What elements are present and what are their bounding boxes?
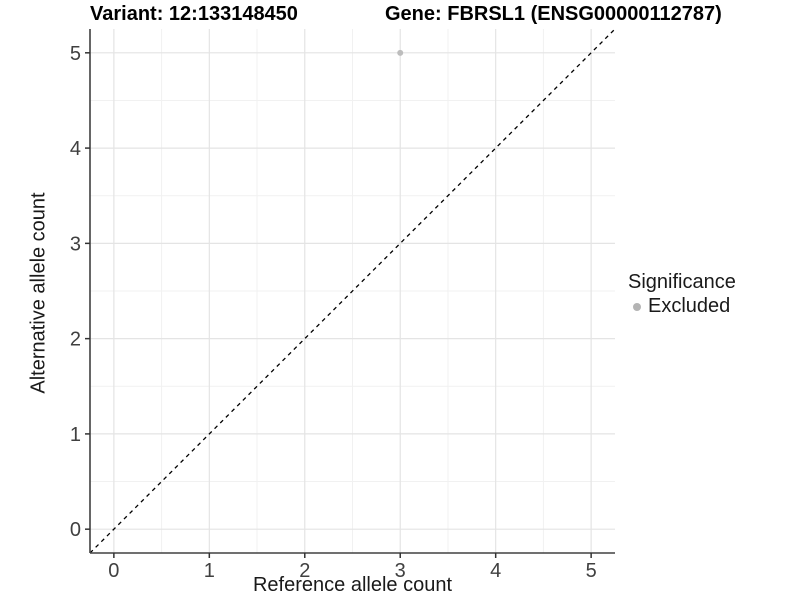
- y-tick-label: 4: [70, 138, 81, 160]
- legend-item-excluded: Excluded: [628, 295, 736, 318]
- data-point: [397, 49, 404, 56]
- legend-title: Significance: [628, 271, 736, 293]
- x-tick-label: 4: [490, 560, 501, 582]
- y-tick-label: 2: [70, 329, 81, 351]
- y-tick-label: 0: [70, 519, 81, 541]
- plot-title-variant: Variant: 12:133148450: [90, 3, 298, 25]
- x-axis-title: Reference allele count: [252, 574, 452, 596]
- x-tick-label: 0: [108, 560, 119, 582]
- x-tick-label: 3: [395, 560, 406, 582]
- identity-dashed-line: [89, 28, 616, 554]
- y-axis-title: Alternative allele count: [27, 192, 50, 394]
- legend-item-label: Excluded: [648, 295, 731, 317]
- legend: Significance Excluded: [628, 271, 736, 318]
- x-tick-label: 5: [586, 560, 597, 582]
- y-tick-label: 1: [70, 424, 81, 446]
- y-tick-label: 5: [70, 43, 81, 65]
- x-tick-label: 1: [204, 560, 215, 582]
- legend-key-dot-icon: [633, 302, 641, 311]
- plot-title-gene: Gene: FBRSL1 (ENSG00000112787): [385, 3, 722, 25]
- x-tick-label: 2: [299, 560, 310, 582]
- y-tick-label: 3: [70, 233, 81, 255]
